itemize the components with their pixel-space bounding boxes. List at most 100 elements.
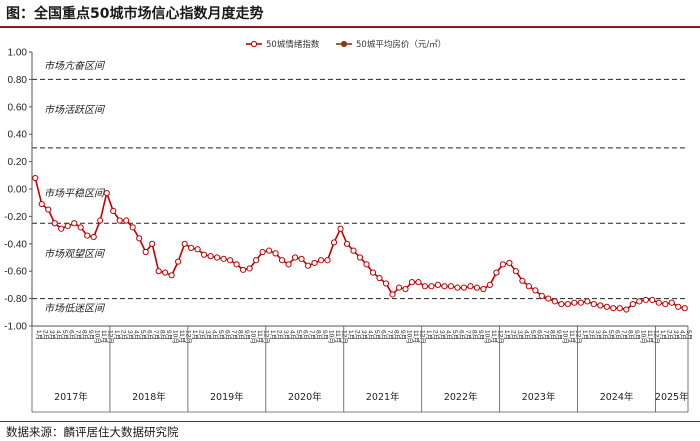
x-tick-label: 5月 — [607, 330, 615, 340]
x-tick-label: 7月 — [542, 330, 550, 340]
data-point — [317, 257, 325, 264]
y-tick-label: 0.60 — [8, 102, 28, 113]
data-point — [194, 246, 201, 253]
data-point — [239, 266, 247, 273]
x-tick-label: 12月 — [263, 330, 271, 344]
data-point — [252, 257, 260, 264]
x-tick-label: 2月 — [587, 330, 595, 340]
data-point — [110, 207, 117, 215]
legend-label: 50城情绪指数 — [266, 39, 320, 50]
x-tick-label: 3月 — [204, 330, 212, 340]
chart-title: 图：全国重点50城市场信心指数月度走势 — [6, 6, 264, 22]
data-point — [58, 225, 65, 232]
x-tick-label: 10月 — [94, 330, 102, 344]
data-point — [220, 255, 227, 262]
data-point — [175, 258, 182, 265]
legend: 50城情绪指数 50城平均房价（元/㎡） — [246, 39, 446, 50]
x-tick-label: 9月 — [399, 330, 407, 340]
data-point — [623, 306, 630, 313]
x-tick-label: 9月 — [321, 330, 329, 340]
data-point — [675, 303, 682, 310]
data-point — [311, 259, 318, 267]
x-tick-label: 7月 — [74, 330, 82, 340]
x-tick-label: 4月 — [211, 330, 219, 340]
x-tick-label: 1月 — [35, 330, 43, 340]
x-tick-label: 11月 — [646, 330, 654, 343]
series — [32, 174, 688, 313]
x-tick-label: 2月 — [354, 330, 362, 340]
x-tick-label: 10月 — [405, 330, 413, 344]
data-point — [337, 225, 344, 232]
zone-label: 市场观望区间 — [44, 248, 106, 260]
data-point — [376, 274, 383, 282]
data-point — [460, 284, 468, 291]
x-tick-label: 6月 — [379, 330, 387, 340]
x-tick-label: 4月 — [522, 330, 530, 340]
data-point — [610, 305, 617, 312]
data-point — [259, 248, 266, 256]
x-tick-label: 4月 — [289, 330, 297, 340]
y-tick-label: 1.00 — [8, 48, 28, 59]
year-label: 2024年 — [600, 391, 634, 403]
title-rule — [0, 26, 700, 28]
x-tick-label: 5月 — [529, 330, 537, 340]
x-tick-label: 7月 — [386, 330, 394, 340]
data-point — [486, 281, 494, 288]
x-tick-label: 8月 — [392, 330, 400, 340]
data-point — [285, 261, 292, 268]
x-tick-label: 3月 — [438, 330, 446, 340]
line-chart: 1.00 0.80 0.60 0.40 0.20 0.00 -0.20 -0.40 -0.60 -… — [4, 39, 693, 413]
data-point — [356, 254, 364, 261]
data-point — [207, 253, 214, 260]
data-point — [668, 299, 675, 306]
x-tick-label: 8月 — [159, 330, 167, 340]
x-tick-label: 10月 — [328, 330, 336, 344]
x-tick-label: 11月 — [412, 330, 420, 343]
data-point — [226, 257, 234, 264]
x-tick-label: 6月 — [535, 330, 543, 340]
data-point — [149, 240, 156, 247]
x-tick-label: 7月 — [620, 330, 628, 340]
x-tick-label: 10月 — [561, 330, 569, 344]
data-point — [142, 248, 149, 256]
x-tick-label: 1月 — [425, 330, 433, 340]
data-point — [298, 255, 305, 262]
data-point — [421, 283, 429, 290]
x-tick-label: 10月 — [250, 330, 258, 344]
data-point — [558, 300, 565, 308]
x-tick-label: 8月 — [548, 330, 556, 340]
year-label: 2020年 — [288, 391, 322, 403]
x-tick-label: 12月 — [341, 330, 349, 344]
zone-label: 市场平稳区间 — [44, 188, 106, 200]
y-tick-label: -0.40 — [4, 239, 27, 250]
x-tick-label: 10月 — [172, 330, 180, 344]
x-tick-label: 5月 — [217, 330, 225, 340]
x-tick-label: 11月 — [490, 330, 498, 343]
zone-label: 市场亢奋区间 — [44, 60, 106, 72]
x-tick-label: 1月 — [113, 330, 121, 340]
data-point — [493, 269, 500, 276]
data-point — [551, 298, 558, 305]
data-point — [389, 291, 396, 298]
x-tick-label: 6月 — [302, 330, 310, 340]
data-point — [499, 261, 506, 268]
data-point — [123, 217, 130, 224]
data-point — [291, 254, 299, 261]
data-point — [545, 295, 552, 302]
data-point — [467, 283, 474, 290]
data-point — [616, 305, 623, 312]
x-tick-label: 2月 — [665, 330, 673, 340]
data-point — [662, 300, 669, 308]
x-tick-label: 12月 — [652, 330, 660, 344]
legend-marker — [340, 40, 348, 48]
data-point — [129, 224, 136, 231]
x-tick-label: 2月 — [198, 330, 206, 340]
x-tick-label: 8月 — [81, 330, 89, 340]
data-point — [116, 217, 123, 224]
x-tick-label: 12月 — [107, 330, 115, 344]
data-point — [45, 206, 52, 213]
x-tick-label: 5月 — [61, 330, 69, 340]
data-point — [603, 303, 610, 310]
data-point — [629, 300, 636, 308]
data-point — [564, 300, 571, 308]
